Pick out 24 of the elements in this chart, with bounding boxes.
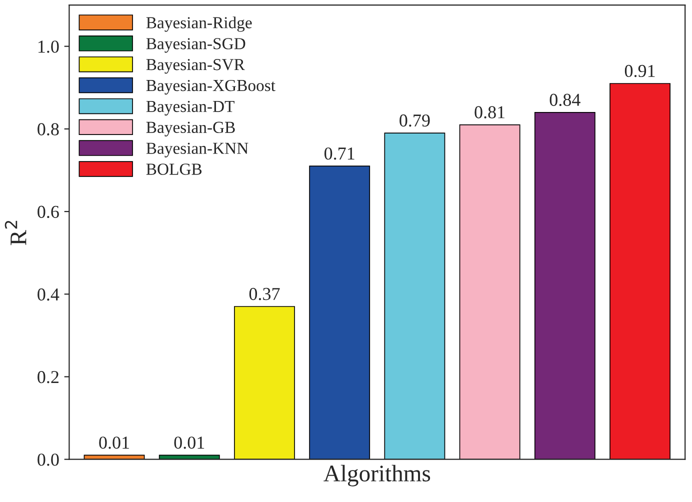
- data-label: 0.91: [624, 64, 655, 78]
- y-tick-label: 1.0: [38, 40, 59, 53]
- data-label: 0.01: [99, 436, 129, 449]
- y-tick-label: 0.6: [38, 206, 59, 218]
- data-label: 0.81: [474, 106, 505, 118]
- data-label: 0.79: [400, 114, 430, 127]
- data-label: 0.71: [324, 147, 354, 160]
- legend-label: Bayesian-SVR: [146, 59, 245, 74]
- data-label: 0.84: [550, 94, 580, 106]
- y-tick-label: 0.8: [38, 123, 59, 136]
- data-label: 0.37: [249, 288, 280, 300]
- legend-label: Bayesian-Ridge: [146, 16, 252, 32]
- legend-label: Bayesian-GB: [146, 122, 235, 136]
- legend-label: Bayesian-DT: [146, 100, 234, 116]
- y-tick-label: 0.0: [38, 454, 59, 466]
- data-label: 0.01: [174, 436, 204, 449]
- legend-label: Bayesian-KNN: [146, 142, 248, 158]
- y-tick-label: 0.4: [38, 288, 60, 301]
- x-axis-title: Algorithms: [324, 464, 430, 486]
- y-axis-title: R$^{2}$: [4, 220, 26, 246]
- legend-label: Bayesian-XGBoost: [146, 80, 276, 95]
- y-tick-label: 0.2: [38, 370, 58, 384]
- legend-label: Bayesian-SGD: [146, 38, 246, 53]
- legend-label: BOLGB: [146, 164, 202, 175]
